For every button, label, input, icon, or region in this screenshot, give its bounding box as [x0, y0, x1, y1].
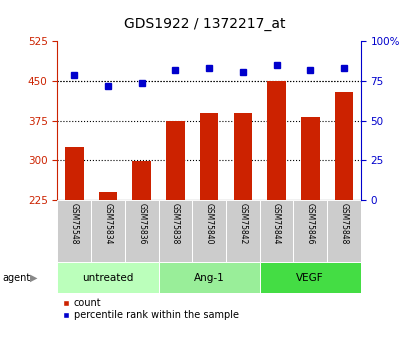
Bar — [99, 192, 117, 200]
Bar — [132, 161, 151, 200]
Bar — [65, 147, 83, 200]
Bar — [166, 121, 184, 200]
Text: untreated: untreated — [82, 273, 133, 283]
Bar — [57, 262, 158, 293]
Bar — [259, 200, 293, 262]
Bar — [91, 200, 124, 262]
Bar — [57, 200, 91, 262]
Bar — [334, 92, 353, 200]
Bar — [326, 200, 360, 262]
Text: GSM75846: GSM75846 — [305, 203, 314, 245]
Bar — [267, 81, 285, 200]
Legend: count, percentile rank within the sample: count, percentile rank within the sample — [62, 298, 238, 320]
Text: GSM75840: GSM75840 — [204, 203, 213, 245]
Text: GSM75844: GSM75844 — [271, 203, 280, 245]
Bar — [300, 117, 319, 200]
Bar — [199, 113, 218, 200]
Text: agent: agent — [2, 273, 30, 283]
Bar — [158, 200, 192, 262]
Text: ▶: ▶ — [30, 273, 37, 283]
Bar — [192, 200, 225, 262]
Text: GSM75838: GSM75838 — [171, 203, 180, 245]
Text: GSM75834: GSM75834 — [103, 203, 112, 245]
Bar — [124, 200, 158, 262]
Bar — [259, 262, 360, 293]
Text: GDS1922 / 1372217_at: GDS1922 / 1372217_at — [124, 17, 285, 31]
Bar — [158, 262, 259, 293]
Text: GSM75848: GSM75848 — [339, 203, 348, 245]
Text: VEGF: VEGF — [296, 273, 323, 283]
Text: GSM75548: GSM75548 — [70, 203, 79, 245]
Text: GSM75842: GSM75842 — [238, 203, 247, 245]
Bar — [293, 200, 326, 262]
Bar — [233, 113, 252, 200]
Text: Ang-1: Ang-1 — [193, 273, 224, 283]
Text: GSM75836: GSM75836 — [137, 203, 146, 245]
Bar — [225, 200, 259, 262]
